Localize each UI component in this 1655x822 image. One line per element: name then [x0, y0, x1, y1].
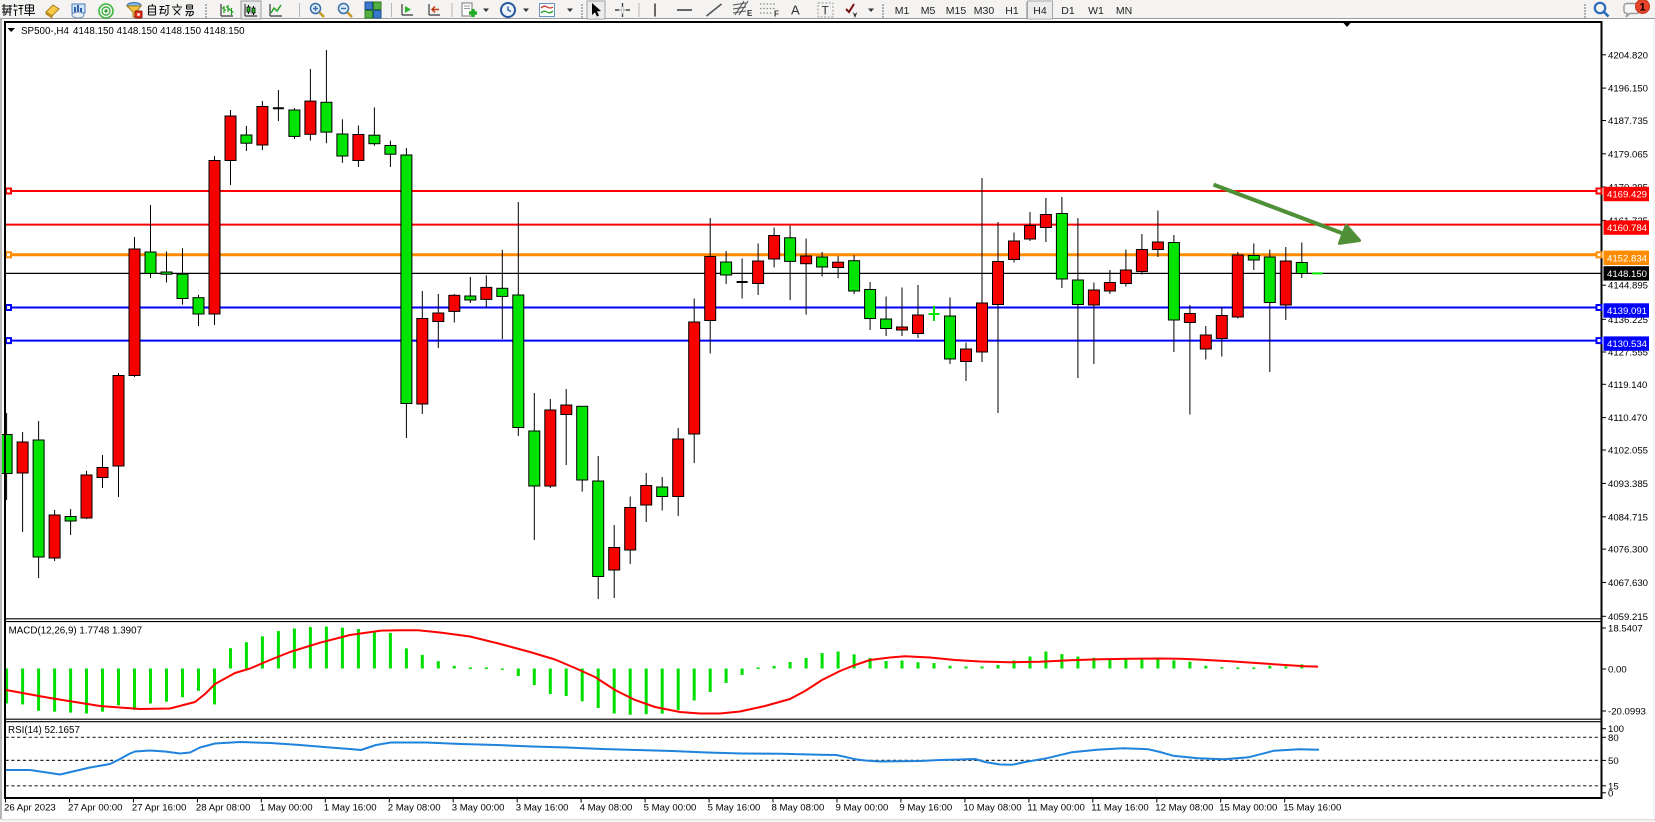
- svg-text:4160.784: 4160.784: [1607, 223, 1648, 234]
- svg-text:0: 0: [1608, 788, 1613, 799]
- svg-text:15 May 16:00: 15 May 16:00: [1283, 803, 1341, 814]
- svg-text:4136.225: 4136.225: [1608, 315, 1648, 326]
- svg-text:RSI(14) 52.1657: RSI(14) 52.1657: [8, 725, 80, 736]
- svg-text:T: T: [822, 4, 830, 18]
- svg-text:F: F: [774, 10, 779, 19]
- svg-text:5 May 00:00: 5 May 00:00: [644, 803, 697, 814]
- svg-text:E: E: [747, 9, 753, 18]
- svg-text:26 Apr 2023: 26 Apr 2023: [4, 803, 56, 814]
- svg-text:MN: MN: [1116, 5, 1132, 17]
- svg-text:4084.715: 4084.715: [1608, 512, 1648, 523]
- svg-text:27 Apr 16:00: 27 Apr 16:00: [132, 803, 186, 814]
- svg-text:4093.385: 4093.385: [1608, 479, 1648, 490]
- svg-text:3 May 00:00: 3 May 00:00: [452, 803, 505, 814]
- svg-text:12 May 08:00: 12 May 08:00: [1155, 803, 1213, 814]
- svg-text:H1: H1: [1005, 5, 1019, 17]
- svg-text:28 Apr 08:00: 28 Apr 08:00: [196, 803, 250, 814]
- svg-text:4152.834: 4152.834: [1607, 253, 1648, 264]
- svg-text:1 May 00:00: 1 May 00:00: [260, 803, 313, 814]
- svg-text:3 May 16:00: 3 May 16:00: [516, 803, 569, 814]
- svg-text:M5: M5: [921, 5, 936, 17]
- svg-text:1 May 16:00: 1 May 16:00: [324, 803, 377, 814]
- svg-text:4127.555: 4127.555: [1608, 348, 1648, 359]
- svg-text:4148.150 4148.150 4148.150 414: 4148.150 4148.150 4148.150 4148.150: [73, 26, 245, 37]
- svg-text:8 May 08:00: 8 May 08:00: [772, 803, 825, 814]
- svg-text:9 May 00:00: 9 May 00:00: [836, 803, 889, 814]
- svg-text:MACD(12,26,9) 1.7748 1.3907: MACD(12,26,9) 1.7748 1.3907: [9, 625, 142, 636]
- svg-text:4102.055: 4102.055: [1608, 446, 1648, 457]
- svg-text:M15: M15: [946, 5, 967, 17]
- svg-text:27 Apr 00:00: 27 Apr 00:00: [68, 803, 122, 814]
- svg-text:4 May 08:00: 4 May 08:00: [580, 803, 633, 814]
- svg-text:D1: D1: [1061, 5, 1075, 17]
- svg-text:M30: M30: [974, 5, 995, 17]
- svg-text:4179.065: 4179.065: [1608, 149, 1648, 160]
- svg-text:4144.895: 4144.895: [1608, 281, 1648, 292]
- svg-text:A: A: [791, 3, 800, 18]
- svg-text:18.5407: 18.5407: [1608, 624, 1643, 635]
- svg-text:4059.215: 4059.215: [1608, 612, 1648, 623]
- svg-text:W1: W1: [1088, 5, 1104, 17]
- svg-text:50: 50: [1608, 756, 1619, 767]
- svg-text:SP500-,H4: SP500-,H4: [21, 26, 69, 37]
- svg-text:M1: M1: [895, 5, 910, 17]
- svg-text:4076.300: 4076.300: [1608, 545, 1648, 556]
- svg-text:4139.091: 4139.091: [1607, 306, 1647, 317]
- svg-text:-20.0993: -20.0993: [1608, 707, 1646, 718]
- svg-text:4148.150: 4148.150: [1607, 269, 1647, 280]
- svg-text:2 May 08:00: 2 May 08:00: [388, 803, 441, 814]
- svg-text:4110.470: 4110.470: [1608, 413, 1647, 424]
- svg-text:4119.140: 4119.140: [1608, 380, 1647, 391]
- svg-text:0.00: 0.00: [1608, 665, 1627, 676]
- svg-text:4169.429: 4169.429: [1607, 190, 1647, 201]
- svg-text:4187.735: 4187.735: [1608, 116, 1648, 127]
- svg-text:100: 100: [1608, 724, 1624, 735]
- svg-text:11 May 00:00: 11 May 00:00: [1027, 803, 1084, 814]
- svg-text:1: 1: [1639, 2, 1645, 14]
- svg-text:11 May 16:00: 11 May 16:00: [1091, 803, 1148, 814]
- svg-text:5 May 16:00: 5 May 16:00: [708, 803, 761, 814]
- svg-text:4204.820: 4204.820: [1608, 50, 1648, 61]
- svg-text:15: 15: [1608, 781, 1619, 792]
- svg-text:15 May 00:00: 15 May 00:00: [1219, 803, 1277, 814]
- svg-text:80: 80: [1608, 733, 1619, 744]
- svg-text:H4: H4: [1033, 5, 1047, 17]
- svg-text:4067.630: 4067.630: [1608, 578, 1648, 589]
- svg-text:10 May 08:00: 10 May 08:00: [963, 803, 1021, 814]
- svg-text:4130.534: 4130.534: [1607, 339, 1648, 350]
- svg-text:9 May 16:00: 9 May 16:00: [899, 803, 952, 814]
- svg-text:4196.150: 4196.150: [1608, 84, 1648, 95]
